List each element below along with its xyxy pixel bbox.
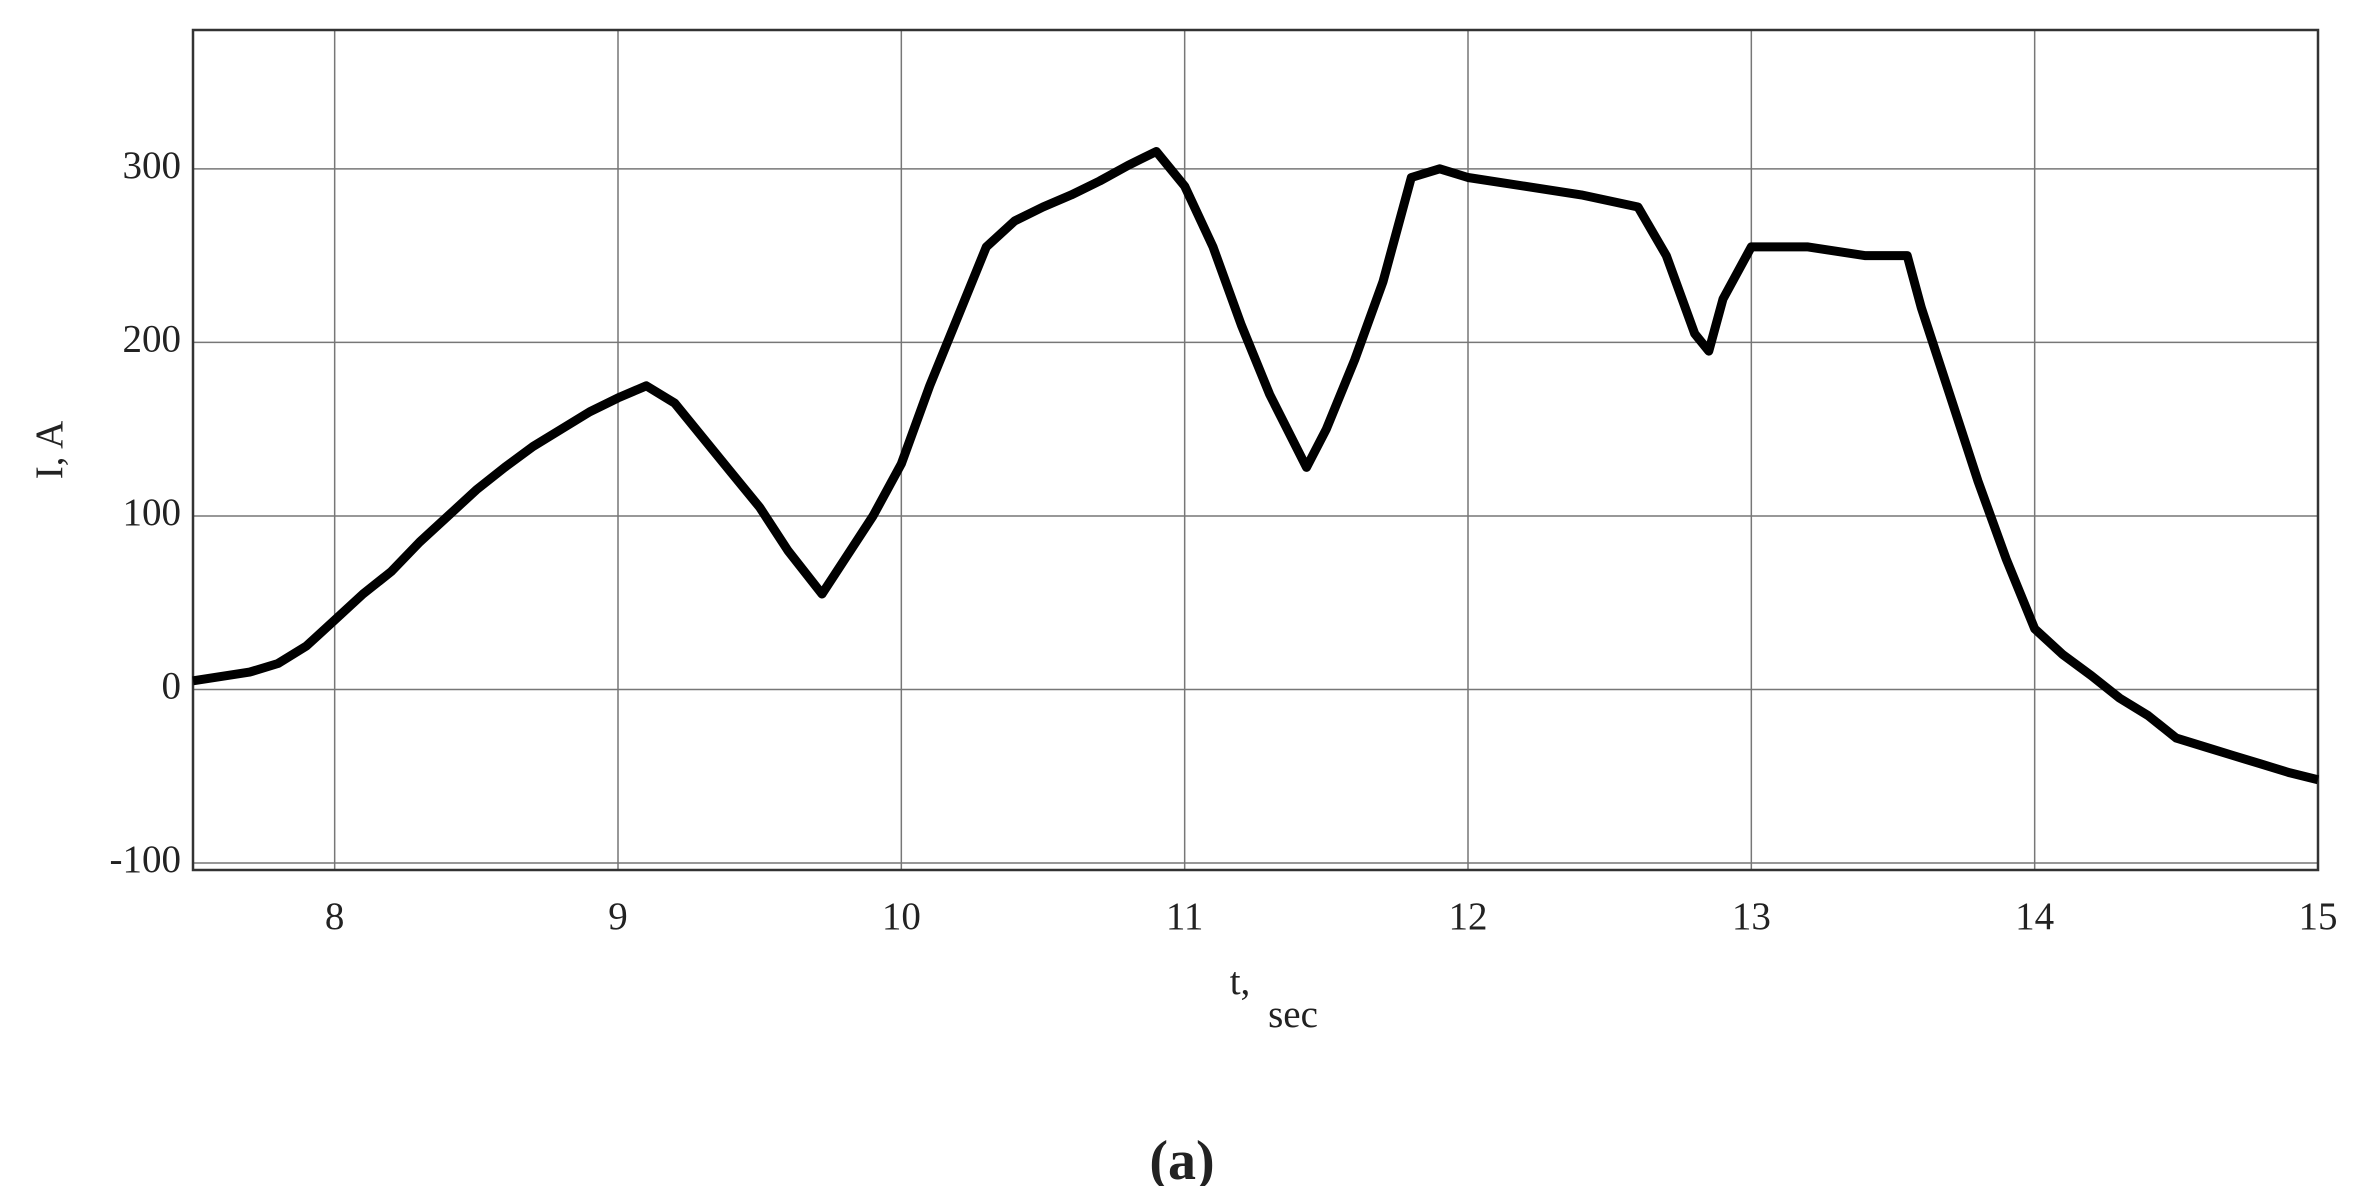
y-tick-label: 300 (123, 144, 182, 187)
caption: (a) (1149, 1130, 1214, 1186)
x-tick-label: 10 (882, 895, 921, 938)
plot-frame (191, 28, 2320, 872)
data-line (192, 147, 2320, 785)
x-axis-label: t, (1230, 960, 1251, 1003)
x-tick-label: 15 (2299, 895, 2338, 938)
y-axis-label: I, A (28, 421, 71, 480)
x-tick-label: 9 (608, 895, 628, 938)
y-tick-label: -100 (110, 838, 182, 881)
y-tick-label: 0 (162, 664, 182, 707)
x-tick-label: 8 (325, 895, 345, 938)
x-tick-label: 11 (1166, 895, 1204, 938)
x-tick-label: 12 (1449, 895, 1488, 938)
y-tick-label: 200 (123, 317, 182, 360)
x-tick-label: 14 (2015, 895, 2054, 938)
x-axis-label-sub: sec (1268, 993, 1318, 1036)
y-tick-label: 100 (123, 491, 182, 534)
x-tick-label: 13 (1732, 895, 1771, 938)
